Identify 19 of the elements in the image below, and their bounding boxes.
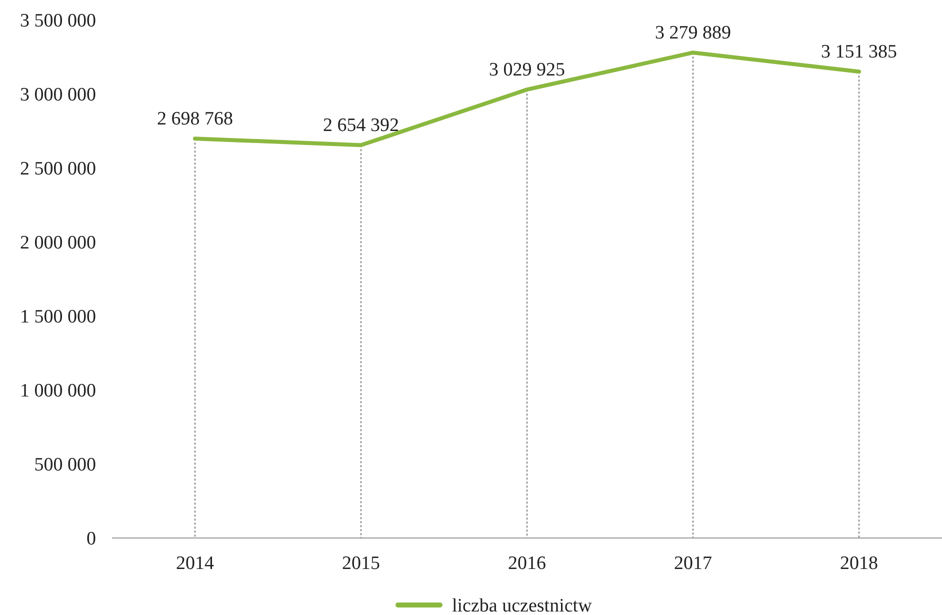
x-tick-label: 2015 xyxy=(342,553,380,574)
data-label: 2 698 768 xyxy=(157,108,233,130)
x-tick-label: 2017 xyxy=(674,553,712,574)
x-tick-label: 2016 xyxy=(508,553,546,574)
y-tick-label: 500 000 xyxy=(34,454,96,476)
y-tick-label: 3 500 000 xyxy=(20,10,96,32)
y-tick-label: 1 500 000 xyxy=(20,306,96,328)
legend-label: liczba uczestnictw xyxy=(452,596,592,615)
y-tick-label: 0 xyxy=(86,528,96,550)
x-tick-label: 2018 xyxy=(840,553,878,574)
data-label: 3 279 889 xyxy=(655,22,731,44)
y-tick-label: 2 000 000 xyxy=(20,232,96,254)
data-label: 3 151 385 xyxy=(821,42,897,63)
x-tick-label: 2014 xyxy=(176,553,214,574)
y-tick-label: 1 000 000 xyxy=(20,380,96,402)
data-label: 2 654 392 xyxy=(323,115,399,136)
y-tick-label: 2 500 000 xyxy=(20,158,96,180)
y-tick-label: 3 000 000 xyxy=(20,84,96,106)
data-label: 3 029 925 xyxy=(489,60,565,81)
